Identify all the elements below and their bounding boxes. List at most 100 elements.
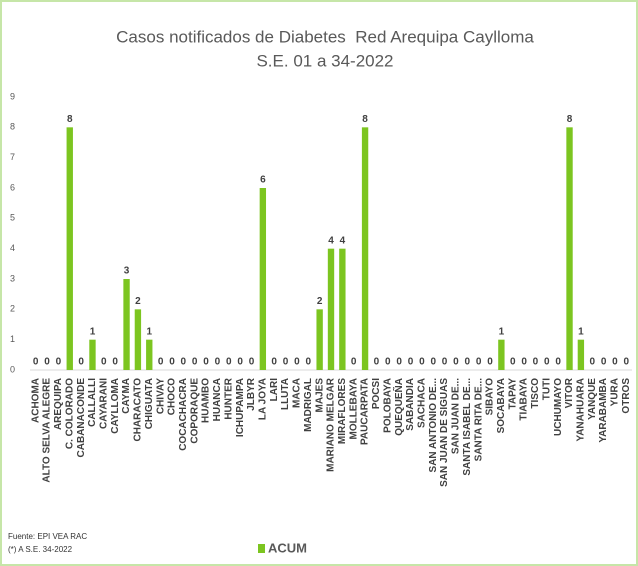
x-tick-label: CAYMA <box>121 378 132 414</box>
value-label: 1 <box>578 326 584 337</box>
value-label: 2 <box>135 296 141 307</box>
value-label: 0 <box>374 357 380 368</box>
bar <box>498 339 505 370</box>
bar <box>339 248 346 370</box>
value-label: 0 <box>101 357 107 368</box>
x-tick-label: YANAHUARA <box>576 378 587 442</box>
bar <box>361 127 369 370</box>
x-tick-label: PAUCARPATA <box>360 378 371 445</box>
value-label: 0 <box>112 357 118 368</box>
x-tick-label: SAN JUAN DE... <box>451 378 462 454</box>
x-tick-label: CAYARANI <box>98 378 109 429</box>
bar <box>566 127 573 370</box>
x-tick-label: YURA <box>610 378 621 406</box>
value-label: 0 <box>476 357 482 368</box>
x-tick-label: SIBAYO <box>485 378 496 416</box>
value-label: 0 <box>510 357 516 368</box>
x-tick-label: LA JOYA <box>257 378 268 420</box>
x-tick-label: CHARACATO <box>133 378 144 442</box>
x-tick-label: SABANDIA <box>405 378 416 431</box>
x-tick-label: COCACHACRA <box>178 378 189 451</box>
x-tick-label: HUNTER <box>223 377 234 419</box>
x-tick-label: HUANCA <box>212 378 223 421</box>
value-label: 8 <box>67 114 73 125</box>
value-label: 0 <box>78 357 84 368</box>
bar <box>89 339 96 370</box>
value-label: 0 <box>396 357 402 368</box>
value-label: 0 <box>442 357 448 368</box>
bar <box>259 188 267 370</box>
x-tick-label: MAJES <box>314 378 325 413</box>
y-tick-label: 0 <box>10 364 15 374</box>
bar <box>146 339 153 370</box>
bar <box>66 127 73 370</box>
x-tick-label: CAYLLOMA <box>110 378 121 434</box>
footnote: (*) A S.E. 34-2022 <box>8 545 73 554</box>
chart-title: Casos notificados de Diabetes Red Arequi… <box>116 27 534 46</box>
x-tick-label: MARIANO MELGAR <box>326 377 337 472</box>
value-label: 0 <box>33 357 39 368</box>
value-label: 0 <box>181 357 187 368</box>
value-label: 4 <box>328 235 334 246</box>
x-tick-label: YANQUE <box>587 378 598 420</box>
y-tick-label: 5 <box>10 213 15 223</box>
value-label: 1 <box>499 326 505 337</box>
y-tick-label: 6 <box>10 182 15 192</box>
y-tick-label: 2 <box>10 304 15 314</box>
legend-label: ACUM <box>268 540 307 555</box>
value-label: 0 <box>44 357 50 368</box>
value-label: 0 <box>237 357 243 368</box>
bar <box>327 248 335 370</box>
value-label: 0 <box>294 357 300 368</box>
value-label: 0 <box>271 357 277 368</box>
x-tick-label: CALLALLI <box>87 378 98 427</box>
value-label: 1 <box>90 326 96 337</box>
x-tick-label: CHIGUATA <box>144 378 155 429</box>
value-label: 0 <box>192 357 198 368</box>
value-label: 0 <box>385 357 391 368</box>
x-tick-label: TISCO <box>530 378 541 409</box>
x-tick-label: TAPAY <box>507 378 518 410</box>
x-tick-label: TUTI <box>541 378 552 400</box>
value-label: 0 <box>544 357 550 368</box>
bar <box>577 339 585 370</box>
x-tick-label: UCHUMAYO <box>553 378 564 436</box>
x-tick-label: LARI <box>269 378 280 402</box>
value-label: 0 <box>487 357 493 368</box>
x-tick-label: AREQUIPA <box>53 378 64 430</box>
x-tick-label: HUAMBO <box>201 378 212 423</box>
y-tick-label: 7 <box>10 152 15 162</box>
source-note: Fuente: EPI VEA RAC <box>8 532 87 541</box>
x-tick-label: CHOCO <box>167 378 178 415</box>
value-label: 0 <box>226 357 232 368</box>
x-tick-label: MIRAFLORES <box>337 378 348 444</box>
bar <box>134 309 142 370</box>
x-tick-label: ICHUPAMPA <box>235 378 246 437</box>
value-label: 0 <box>408 357 414 368</box>
value-label: 0 <box>430 357 436 368</box>
y-tick-label: 1 <box>10 334 15 344</box>
value-label: 0 <box>601 357 607 368</box>
x-tick-label: MACA <box>292 378 303 408</box>
value-label: 6 <box>260 175 266 186</box>
x-tick-label: SACHACA <box>417 378 428 428</box>
bar <box>123 279 130 370</box>
x-tick-label: SOCABAYA <box>496 378 507 433</box>
x-tick-label: YARABAMBA <box>598 378 609 443</box>
x-tick-label: COPORAQUE <box>189 378 200 444</box>
value-label: 0 <box>624 357 630 368</box>
value-label: 0 <box>589 357 595 368</box>
value-label: 2 <box>317 296 323 307</box>
x-tick-label: TIABAYA <box>519 378 530 421</box>
bar <box>316 309 323 370</box>
x-tick-label: SANTA ISABEL DE... <box>462 378 473 476</box>
value-label: 0 <box>283 357 289 368</box>
value-label: 0 <box>555 357 561 368</box>
value-label: 4 <box>340 235 346 246</box>
x-tick-label: ACHOMA <box>30 378 41 423</box>
value-label: 0 <box>533 357 539 368</box>
value-label: 3 <box>124 266 130 277</box>
x-tick-label: SANTA RITA DE... <box>473 378 484 462</box>
